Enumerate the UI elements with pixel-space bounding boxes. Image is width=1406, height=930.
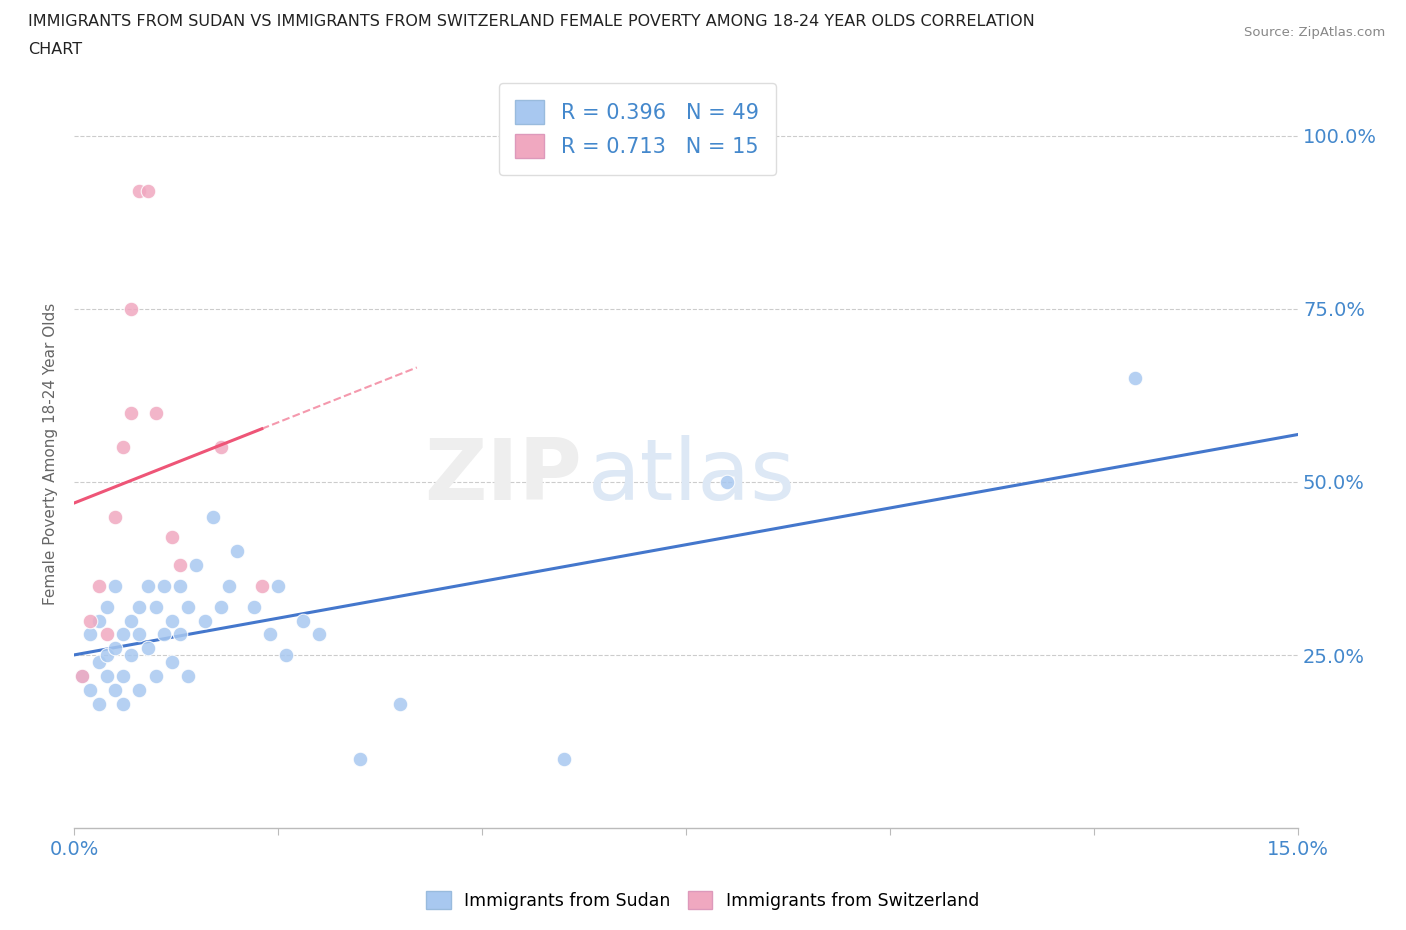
Point [128,627,150,642]
Point [349,751,371,766]
Point [259,627,281,642]
Point [291,613,314,628]
Point [128,183,150,198]
Point [104,641,127,656]
Point [79,613,101,628]
Point [169,558,191,573]
Point [87,655,110,670]
Legend: Immigrants from Sudan, Immigrants from Switzerland: Immigrants from Sudan, Immigrants from S… [419,884,987,917]
Point [87,697,110,711]
Point [128,683,150,698]
Point [153,578,176,593]
Point [177,599,200,614]
Text: CHART: CHART [28,42,82,57]
Text: ZIP: ZIP [425,435,582,518]
Point [104,683,127,698]
Point [209,440,232,455]
Text: Source: ZipAtlas.com: Source: ZipAtlas.com [1244,26,1385,39]
Point [308,627,330,642]
Point [177,669,200,684]
Point [120,405,142,420]
Point [267,578,290,593]
Point [553,751,575,766]
Point [72,669,94,684]
Point [112,627,135,642]
Point [250,578,273,593]
Point [104,578,127,593]
Point [160,655,183,670]
Point [87,613,110,628]
Point [226,544,249,559]
Point [136,641,159,656]
Point [209,599,232,614]
Point [136,183,159,198]
Point [112,440,135,455]
Point [72,669,94,684]
Point [218,578,240,593]
Point [104,509,127,524]
Text: IMMIGRANTS FROM SUDAN VS IMMIGRANTS FROM SWITZERLAND FEMALE POVERTY AMONG 18-24 : IMMIGRANTS FROM SUDAN VS IMMIGRANTS FROM… [28,14,1035,29]
Point [160,530,183,545]
Point [169,578,191,593]
Point [276,647,298,662]
Point [96,599,118,614]
Point [87,578,110,593]
Point [145,405,167,420]
Point [120,613,142,628]
Point [145,599,167,614]
Text: atlas: atlas [588,435,796,518]
Point [389,697,412,711]
Legend: R = 0.396   N = 49, R = 0.713   N = 15: R = 0.396 N = 49, R = 0.713 N = 15 [499,83,776,175]
Point [716,474,738,489]
Point [169,627,191,642]
Point [79,627,101,642]
Point [96,627,118,642]
Point [112,669,135,684]
Point [1123,370,1146,385]
Point [136,578,159,593]
Point [153,627,176,642]
Point [112,697,135,711]
Point [186,558,208,573]
Point [96,669,118,684]
Point [201,509,224,524]
Point [79,683,101,698]
Point [96,647,118,662]
Point [160,613,183,628]
Point [120,301,142,316]
Point [145,669,167,684]
Point [128,599,150,614]
Y-axis label: Female Poverty Among 18-24 Year Olds: Female Poverty Among 18-24 Year Olds [44,303,58,605]
Point [120,647,142,662]
Point [194,613,217,628]
Point [242,599,264,614]
